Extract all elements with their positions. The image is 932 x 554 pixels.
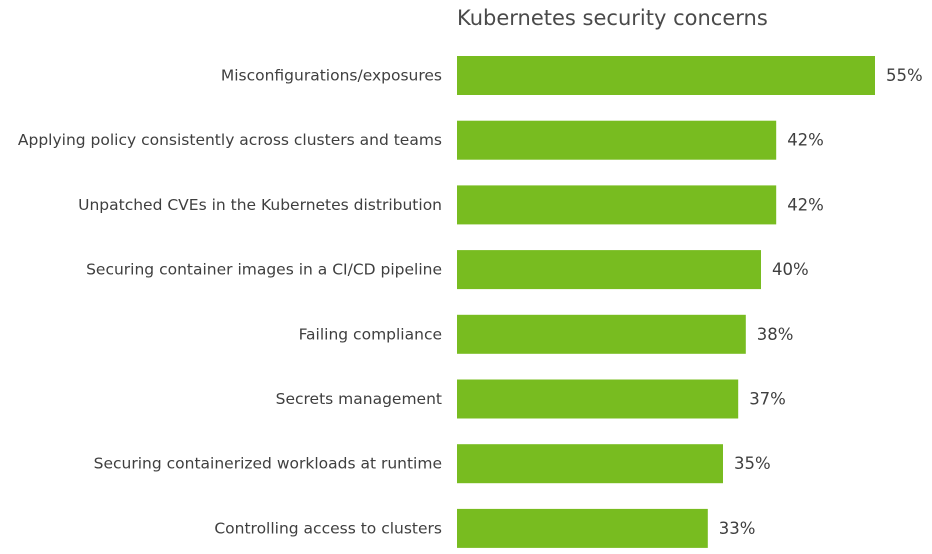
category-label: Secrets management (276, 390, 442, 408)
category-label: Applying policy consistently across clus… (18, 131, 442, 149)
value-label: 35% (734, 454, 771, 473)
category-label: Securing container images in a CI/CD pip… (86, 261, 442, 279)
bar (457, 56, 875, 95)
value-label: 38% (757, 325, 794, 344)
value-label: 33% (719, 519, 756, 538)
chart-title: Kubernetes security concerns (457, 6, 768, 30)
category-label: Controlling access to clusters (214, 519, 442, 537)
value-label: 42% (787, 195, 824, 214)
bars-group: Misconfigurations/exposures 55% Applying p… (18, 56, 923, 548)
category-label: Securing containerized workloads at runt… (94, 455, 442, 473)
category-label: Unpatched CVEs in the Kubernetes distrib… (78, 196, 442, 214)
value-label: 40% (772, 260, 809, 279)
bar (457, 444, 723, 483)
value-label: 55% (886, 66, 923, 85)
bar (457, 509, 708, 548)
category-label: Misconfigurations/exposures (221, 67, 442, 85)
bar (457, 185, 776, 224)
bar (457, 315, 746, 354)
bar (457, 380, 738, 419)
category-label: Failing compliance (299, 325, 442, 343)
value-label: 37% (749, 390, 786, 409)
value-label: 42% (787, 131, 824, 150)
bar (457, 250, 761, 289)
bar (457, 121, 776, 160)
